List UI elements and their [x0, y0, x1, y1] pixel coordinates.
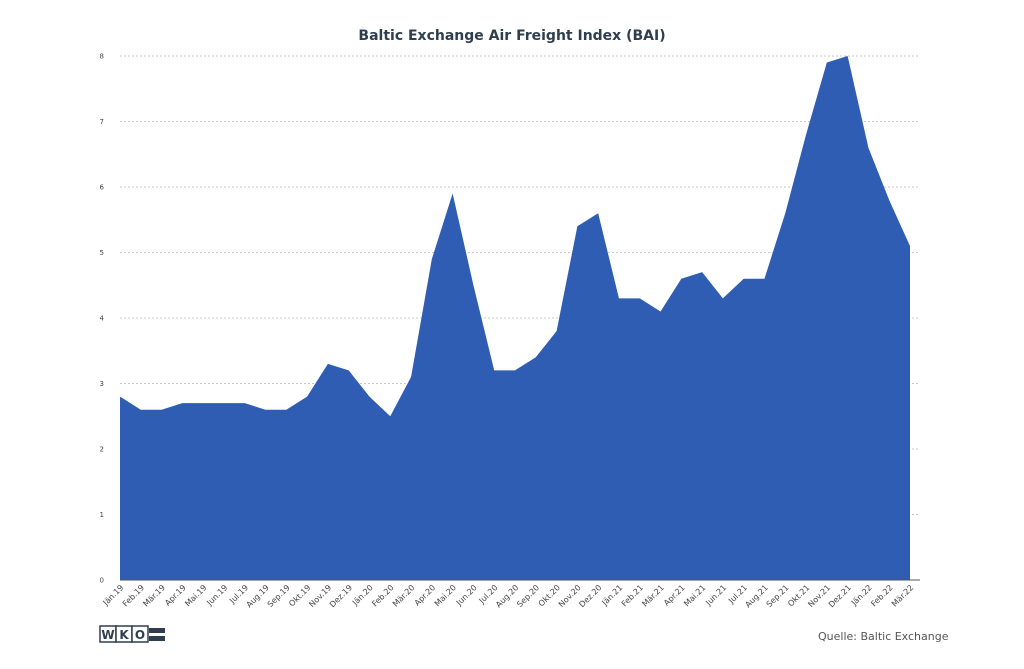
x-tick-label: Dez.20	[577, 583, 603, 609]
y-tick-label: 3	[100, 380, 104, 388]
x-tick-label: Feb.20	[370, 583, 395, 608]
x-tick-label: Mär.22	[890, 583, 916, 609]
y-tick-label: 1	[100, 511, 104, 519]
x-tick-label: Jun.20	[454, 583, 479, 608]
x-tick-label: Sep.19	[266, 583, 292, 609]
x-tick-label: Aug.21	[743, 583, 769, 609]
area-series	[120, 56, 910, 580]
y-tick-label: 0	[100, 577, 104, 585]
wko-logo: W K O	[99, 625, 165, 643]
x-tick-label: Feb.19	[121, 583, 146, 608]
logo-letter-o: O	[135, 628, 145, 642]
x-tick-label: Mai.19	[183, 583, 208, 608]
x-tick-label: Feb.21	[620, 583, 645, 608]
y-tick-label: 7	[100, 118, 104, 126]
x-tick-label: Dez.21	[827, 583, 853, 609]
y-tick-label: 4	[100, 315, 105, 323]
y-tick-label: 2	[100, 446, 104, 454]
y-tick-label: 8	[100, 53, 104, 61]
x-tick-label: Sep.20	[515, 583, 541, 609]
x-tick-label: Mai.21	[682, 583, 707, 608]
x-tick-label: Dez.19	[328, 583, 354, 609]
y-tick-label: 5	[100, 249, 104, 257]
y-axis-ticks: 0 1 2 3 4 5 6 7 8	[100, 53, 105, 585]
x-tick-label: Jun.19	[204, 583, 229, 608]
logo-letter-w: W	[101, 628, 114, 642]
logo-letter-k: K	[119, 628, 129, 642]
source-note: Quelle: Baltic Exchange	[818, 630, 949, 643]
x-tick-label: Jun.21	[703, 583, 728, 608]
x-tick-label: Feb.22	[869, 583, 894, 608]
x-tick-label: Aug.19	[245, 583, 271, 609]
x-tick-label: Aug.20	[494, 583, 520, 609]
x-tick-label: Mär.19	[141, 583, 167, 609]
x-tick-label: Mai.20	[433, 583, 458, 608]
y-tick-label: 6	[100, 184, 105, 192]
x-tick-label: Mär.20	[391, 583, 417, 609]
x-axis-ticks: Jän.19Feb.19Mär.19Apr.19Mai.19Jun.19Jul.…	[101, 583, 916, 609]
chart-title: Baltic Exchange Air Freight Index (BAI)	[358, 28, 665, 44]
x-tick-label: Mär.21	[640, 583, 666, 609]
x-tick-label: Sep.21	[765, 583, 791, 609]
